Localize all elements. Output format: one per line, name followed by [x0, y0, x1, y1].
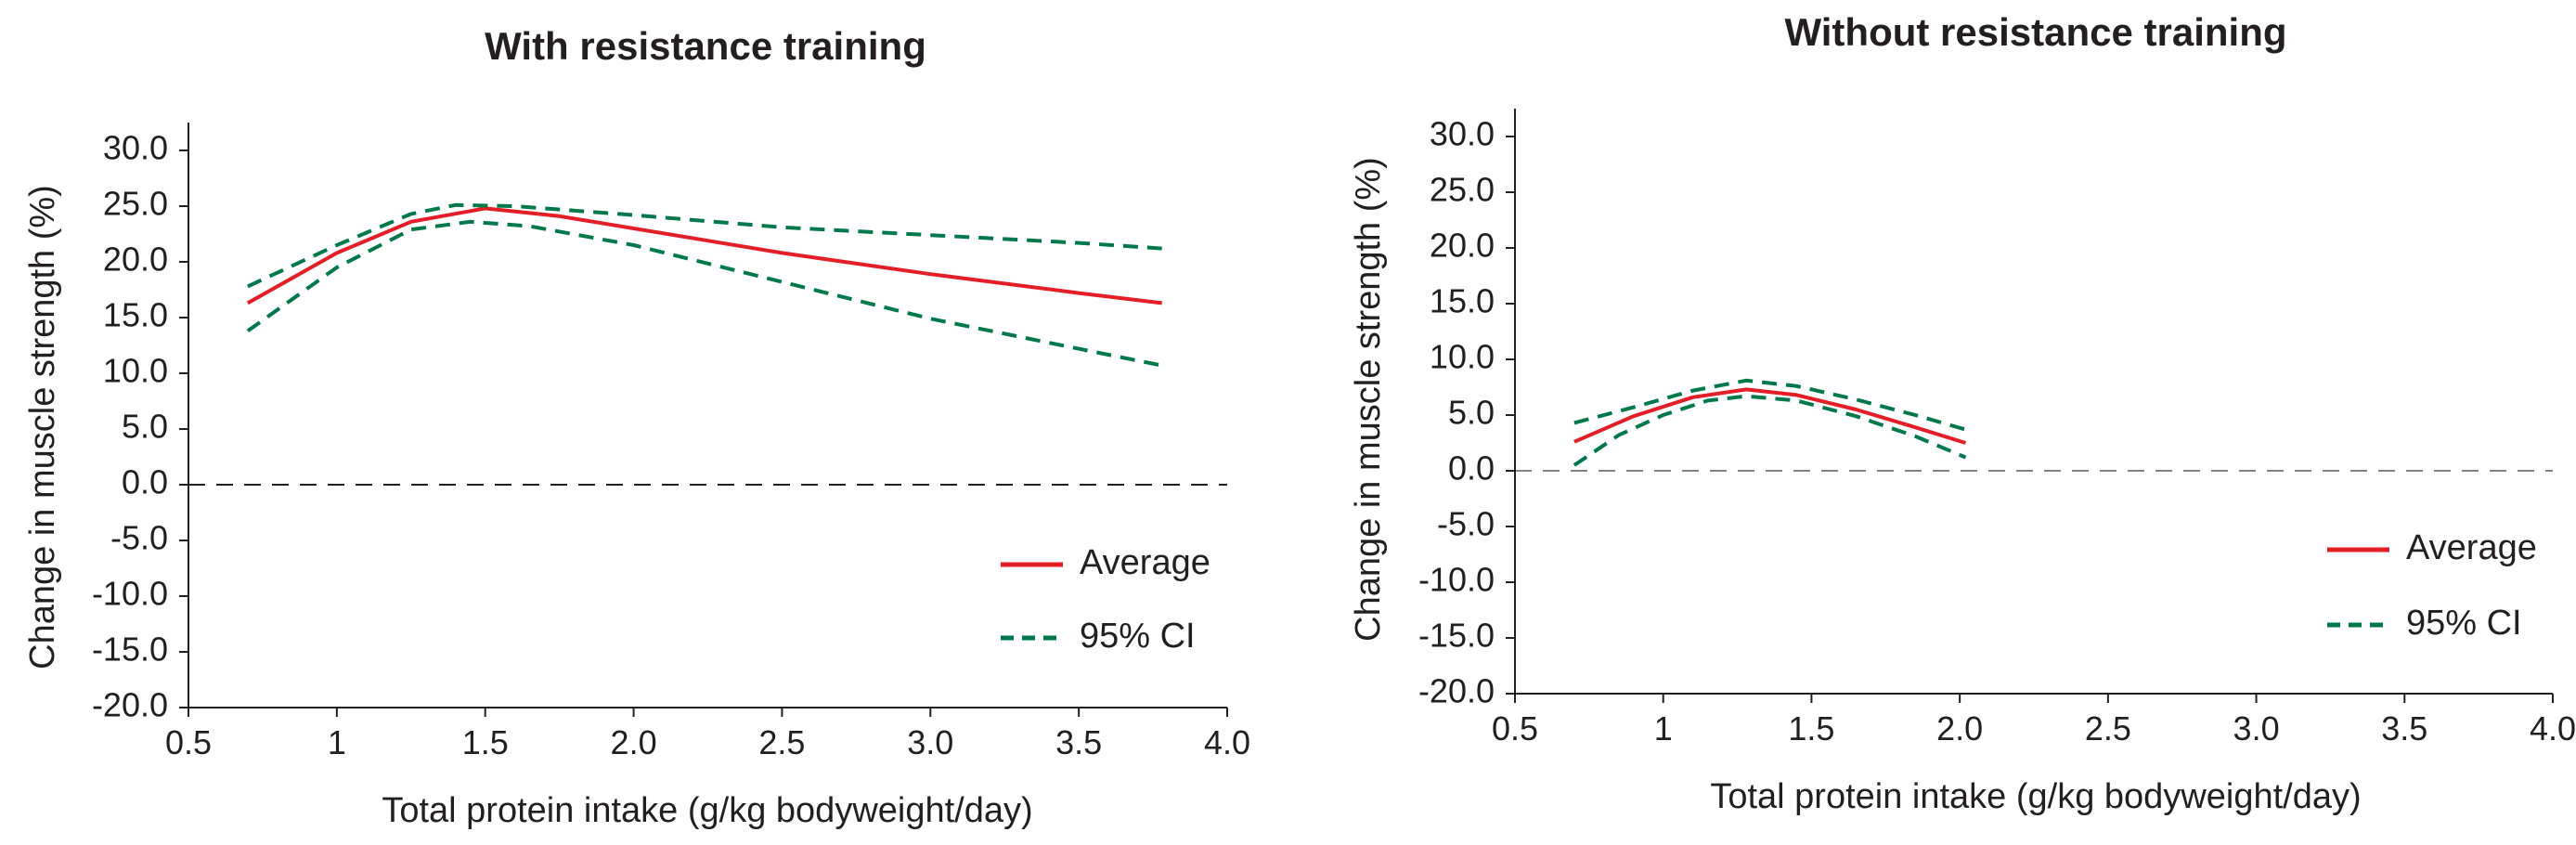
y-tick-label: 10.0: [103, 352, 168, 390]
y-tick-label: -20.0: [92, 686, 168, 724]
y-tick-label: 15.0: [103, 296, 168, 334]
y-tick-label: 25.0: [1430, 171, 1495, 209]
x-tick-label: 3.0: [2233, 709, 2280, 748]
y-tick-label: 20.0: [1430, 227, 1495, 265]
y-tick-label: 5.0: [122, 408, 168, 446]
x-axis-label: Total protein intake (g/kg bodyweight/da…: [382, 791, 1032, 830]
series-line-average: [246, 206, 1162, 306]
y-axis-label: Change in muscle strength (%): [1349, 157, 1388, 642]
x-tick-label: 2.0: [1936, 709, 1983, 748]
x-tick-label: 2.5: [2085, 709, 2131, 748]
y-tick-label: -10.0: [1418, 561, 1495, 599]
y-tick-label: -20.0: [1418, 672, 1495, 710]
y-tick-label: -15.0: [92, 630, 168, 669]
x-tick-label: 4.0: [2530, 709, 2576, 748]
y-tick-label: 25.0: [103, 185, 168, 223]
x-tick-label: 1: [328, 723, 346, 761]
chart-title: Without resistance training: [1784, 10, 2286, 54]
y-tick-label: -5.0: [1437, 505, 1495, 543]
x-tick-label: 0.5: [1492, 709, 1538, 748]
x-tick-label: 3.5: [1055, 723, 1102, 761]
legend-label-average: Average: [1080, 543, 1210, 582]
x-tick-label: 3.5: [2381, 709, 2427, 748]
y-tick-label: 20.0: [103, 240, 168, 279]
y-tick-label: 10.0: [1430, 338, 1495, 376]
x-tick-label: 2.0: [611, 723, 657, 761]
legend-label-ci: 95% CI: [2406, 604, 2522, 643]
x-tick-label: 1: [1654, 709, 1673, 748]
chart-2: Without resistance training 30.0 25.0 20.0 1…: [1349, 10, 2576, 816]
x-tick-label: 1.5: [462, 723, 509, 761]
y-tick-label: 5.0: [1448, 394, 1495, 432]
x-tick-label: 4.0: [1204, 723, 1250, 761]
y-axis-label: Change in muscle strength (%): [23, 185, 62, 670]
series-line-ci: [246, 219, 1163, 368]
series-line-average: [1573, 387, 1967, 445]
y-tick-label: 0.0: [122, 463, 168, 501]
y-tick-label: -15.0: [1418, 617, 1495, 655]
legend: Average 95% CI: [2327, 528, 2537, 643]
chart-1: With resistance training30.025.020.015.0…: [23, 24, 1250, 830]
y-tick-label: 30.0: [103, 129, 168, 167]
x-tick-label: 2.5: [758, 723, 805, 761]
series-line-ci: [247, 202, 1162, 289]
series-line-ci: [1573, 378, 1967, 432]
y-tick-label: 30.0: [1430, 115, 1495, 153]
x-axis-label: Total protein intake (g/kg bodyweight/da…: [1710, 777, 2361, 816]
x-tick-label: 3.0: [907, 723, 953, 761]
chart-title: With resistance training: [485, 24, 926, 68]
x-tick-label: 1.5: [1788, 709, 1834, 748]
legend-label-ci: 95% CI: [1080, 617, 1196, 656]
y-tick-label: 0.0: [1448, 449, 1495, 488]
y-tick-label: 15.0: [1430, 282, 1495, 320]
x-tick-label: 0.5: [165, 723, 212, 761]
y-tick-label: -10.0: [92, 575, 168, 613]
legend-label-average: Average: [2406, 528, 2537, 567]
y-tick-label: -5.0: [110, 519, 168, 557]
series-line-ci: [1573, 394, 1967, 467]
legend: Average 95% CI: [1001, 543, 1210, 656]
